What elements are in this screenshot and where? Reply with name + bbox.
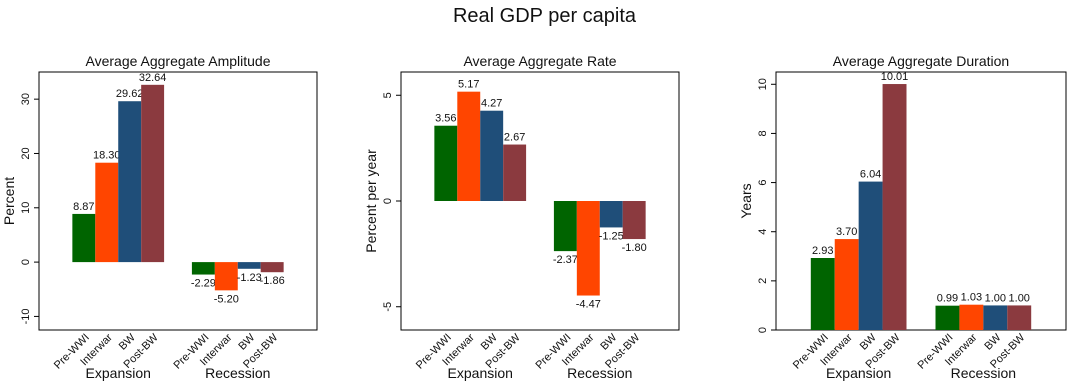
plot-frame: [775, 71, 1067, 331]
y-tick-label: 10: [20, 202, 32, 214]
bar-recession-post-bw: [260, 262, 284, 273]
y-tick-label: -5: [382, 302, 394, 312]
bar-value-label: -1.86: [260, 275, 285, 287]
y-tick-label: 0: [382, 198, 394, 204]
bar-value-label: 32.64: [139, 72, 167, 84]
bar-recession-interwar: [959, 304, 984, 330]
bar-recession-bw: [599, 201, 623, 228]
bar-expansion-pre-wwi: [72, 213, 96, 263]
chart-panel-2: Average Aggregate Rate -5 0 5 Percent per ye…: [363, 53, 680, 381]
bar-expansion-post-bw: [141, 84, 165, 263]
bar-expansion-post-bw: [882, 84, 907, 330]
figure-title: Real GDP per capita: [452, 5, 637, 27]
bar-expansion-bw: [858, 181, 883, 330]
y-tick-label: 30: [20, 93, 32, 105]
bar-value-label: 5.17: [458, 79, 479, 91]
chart-title: Average Aggregate Rate: [463, 53, 616, 69]
bar-value-label: -2.29: [191, 278, 216, 290]
bar-value-label: 1.03: [961, 292, 982, 304]
bar-recession-interwar: [214, 262, 238, 291]
bar-value-label: -1.23: [237, 272, 262, 284]
chart-panel-3: Average Aggregate Duration 0 2 4 6 8 10 Years 2.…: [738, 53, 1067, 381]
bar-value-label: 6.04: [860, 169, 881, 181]
bar-expansion-bw: [480, 110, 504, 201]
bar-value-label: -4.47: [576, 299, 601, 311]
bar-recession-post-bw: [1007, 305, 1032, 330]
bar-recession-pre-wwi: [191, 262, 215, 275]
bar-value-label: 3.56: [435, 113, 456, 125]
bar-recession-bw: [983, 305, 1008, 330]
bar-value-label: 0.99: [937, 293, 958, 305]
bar-value-label: 3.70: [836, 226, 857, 238]
group-label: Recession: [567, 365, 632, 381]
y-tick-label: 6: [757, 180, 769, 186]
bar-value-label: 10.01: [881, 71, 909, 83]
bar-expansion-interwar: [95, 162, 119, 263]
bar-expansion-bw: [118, 101, 142, 263]
y-tick-label: 10: [757, 78, 769, 90]
y-tick-label: 0: [757, 327, 769, 333]
bar-value-label: 2.93: [812, 245, 833, 257]
y-axis-label: Years: [738, 183, 754, 218]
bar-value-label: 18.30: [93, 150, 121, 162]
bar-expansion-interwar: [457, 91, 481, 201]
bar-value-label: 2.67: [504, 132, 525, 144]
bar-recession-bw: [237, 262, 261, 269]
y-axis-label: Percent per year: [363, 149, 379, 253]
y-tick-label: 5: [382, 92, 394, 98]
bar-value-label: -1.80: [622, 242, 647, 254]
bar-value-label: 8.87: [73, 201, 94, 213]
bar-expansion-post-bw: [503, 144, 527, 201]
group-label: Recession: [951, 365, 1016, 381]
y-tick-label: 8: [757, 130, 769, 136]
bar-value-label: 1.00: [985, 292, 1006, 304]
bar-value-label: 29.62: [116, 88, 144, 100]
bar-expansion-interwar: [834, 239, 859, 330]
chart-title: Average Aggregate Duration: [833, 53, 1009, 69]
chart-title: Average Aggregate Amplitude: [86, 53, 271, 69]
group-label: Expansion: [826, 365, 891, 381]
bar-recession-interwar: [576, 201, 600, 296]
chart-panel-1: Average Aggregate Amplitude -10 0 10 20 30 Per…: [1, 53, 318, 381]
bar-value-label: -2.37: [553, 254, 578, 266]
y-tick-label: -10: [20, 308, 32, 324]
bar-recession-post-bw: [622, 201, 646, 240]
bar-value-label: -5.20: [214, 293, 239, 305]
y-axis-label: Percent: [1, 177, 17, 225]
bar-value-label: 1.00: [1009, 292, 1030, 304]
bar-value-label: -1.25: [599, 230, 624, 242]
bar-expansion-pre-wwi: [810, 258, 835, 330]
bar-expansion-pre-wwi: [434, 125, 458, 201]
bar-recession-pre-wwi: [553, 201, 577, 252]
y-tick-label: 0: [20, 259, 32, 265]
y-tick-label: 20: [20, 147, 32, 159]
y-tick-label: 2: [757, 278, 769, 284]
group-label: Expansion: [448, 365, 513, 381]
bar-value-label: 4.27: [481, 98, 502, 110]
plot-frame: [38, 71, 318, 331]
bar-recession-pre-wwi: [935, 305, 960, 330]
group-label: Expansion: [86, 365, 151, 381]
group-label: Recession: [205, 365, 270, 381]
y-tick-label: 4: [757, 229, 769, 235]
